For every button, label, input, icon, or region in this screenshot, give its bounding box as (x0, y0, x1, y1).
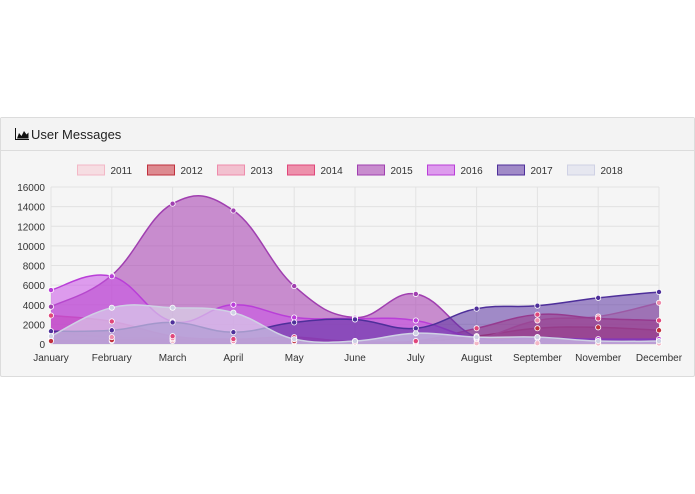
data-point-2014 (473, 325, 480, 332)
data-point-2018 (534, 334, 541, 341)
y-tick-label: 10000 (17, 242, 45, 253)
panel-title: User Messages (31, 126, 122, 142)
series-area-2015 (51, 195, 659, 344)
data-point-2013 (656, 299, 663, 306)
x-tick-label: March (159, 353, 187, 364)
data-point-2017 (230, 329, 237, 336)
data-point-2017 (412, 325, 419, 332)
legend-label-2016: 2016 (461, 166, 484, 177)
data-point-2018 (108, 304, 115, 311)
legend-swatch-2017 (497, 164, 525, 176)
data-point-2018 (48, 333, 55, 340)
data-point-2012 (656, 327, 663, 334)
data-point-2016 (412, 317, 419, 324)
panel-header: User Messages (1, 118, 694, 151)
data-point-2017 (473, 305, 480, 312)
data-point-2013 (108, 334, 115, 341)
data-point-2017 (595, 294, 602, 301)
area-chart: 0 2000 4000 6000 8000 10000 12000 14000 16000 Jan… (17, 164, 683, 364)
data-point-2015 (48, 303, 55, 310)
y-tick-label: 16000 (17, 183, 45, 194)
legend-label-2012: 2012 (181, 166, 204, 177)
y-tick-label: 8000 (23, 262, 46, 273)
data-point-2018 (351, 338, 358, 345)
chart-area: 0 2000 4000 6000 8000 10000 12000 14000 16000 Jan… (1, 151, 694, 376)
data-point-2017 (291, 319, 298, 326)
user-messages-panel: User Messages 0 2000 4000 6000 8000 10000 1200… (0, 117, 695, 377)
data-point-2015 (291, 283, 298, 290)
data-point-2014 (656, 317, 663, 324)
data-point-2018 (473, 334, 480, 341)
data-point-2014 (169, 333, 176, 340)
data-point-2018 (291, 336, 298, 343)
data-point-2014 (230, 336, 237, 343)
y-tick-label: 6000 (23, 281, 46, 292)
data-point-2017 (48, 328, 55, 335)
x-tick-label: January (33, 353, 69, 364)
data-point-2018 (595, 338, 602, 345)
data-point-2012 (595, 324, 602, 331)
legend-swatch-2012 (147, 164, 175, 176)
data-point-2018 (230, 309, 237, 316)
legend-swatch-2015 (357, 164, 385, 176)
y-tick-label: 14000 (17, 203, 45, 214)
y-tick-label: 4000 (23, 301, 46, 312)
legend-label-2011: 2011 (111, 166, 133, 177)
data-point-2017 (351, 316, 358, 323)
data-point-2014 (534, 311, 541, 318)
data-point-2012 (534, 325, 541, 332)
legend-swatch-2014 (287, 164, 315, 176)
data-point-2016 (230, 301, 237, 308)
x-tick-label: September (513, 353, 563, 364)
data-point-2017 (534, 302, 541, 309)
data-point-2016 (108, 273, 115, 280)
y-tick-label: 0 (39, 340, 45, 351)
data-point-2013 (534, 317, 541, 324)
data-point-2015 (230, 207, 237, 214)
data-point-2014 (108, 318, 115, 325)
legend-label-2014: 2014 (321, 166, 344, 177)
data-point-2018 (412, 330, 419, 337)
y-tick-label: 12000 (17, 222, 45, 233)
data-point-2017 (108, 327, 115, 334)
y-tick-label: 2000 (23, 320, 46, 331)
legend-swatch-2018 (567, 164, 595, 176)
legend-label-2013: 2013 (251, 166, 274, 177)
data-point-2011 (534, 340, 541, 347)
x-tick-label: November (575, 353, 622, 364)
legend-label-2015: 2015 (391, 166, 414, 177)
x-tick-label: December (636, 353, 683, 364)
data-point-2017 (656, 288, 663, 295)
legend-swatch-2016 (427, 164, 455, 176)
data-point-2016 (48, 287, 55, 294)
data-point-2012 (48, 338, 55, 345)
x-tick-label: February (92, 353, 132, 364)
data-point-2015 (412, 290, 419, 297)
x-tick-label: June (344, 353, 366, 364)
legend-swatch-2011 (77, 164, 105, 176)
data-point-2014 (48, 312, 55, 319)
x-tick-label: July (407, 353, 425, 364)
legend-swatch-2013 (217, 164, 245, 176)
x-tick-label: August (461, 353, 492, 364)
data-point-2018 (169, 304, 176, 311)
legend-label-2017: 2017 (531, 166, 554, 177)
data-point-2017 (169, 319, 176, 326)
series-area-2018 (51, 304, 659, 344)
x-tick-label: April (223, 353, 243, 364)
area-chart-icon (15, 128, 29, 140)
data-point-2014 (595, 315, 602, 322)
data-point-2014 (412, 338, 419, 345)
x-tick-label: May (285, 353, 304, 364)
data-point-2018 (656, 338, 663, 345)
legend-label-2018: 2018 (601, 166, 624, 177)
data-point-2015 (169, 200, 176, 207)
data-point-2016 (291, 314, 298, 321)
